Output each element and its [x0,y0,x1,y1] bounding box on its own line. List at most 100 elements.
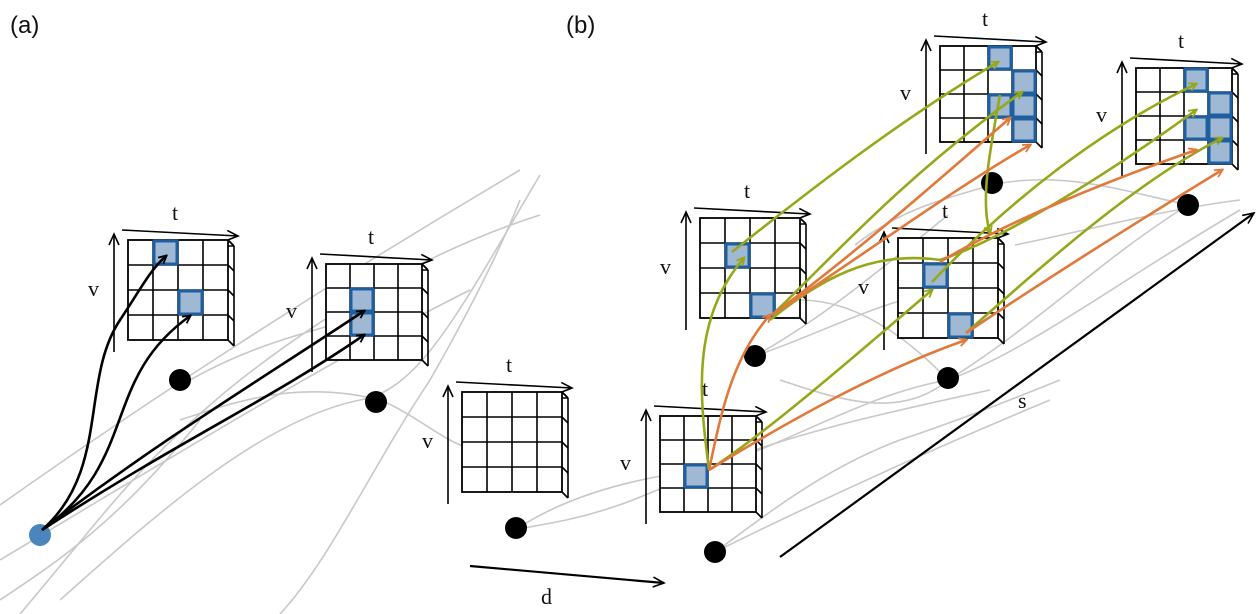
grid-vertical-label: v [286,298,297,323]
background-trajectory-21 [1014,199,1241,246]
background-trajectory-17 [947,204,1189,381]
background-trajectory-7 [279,199,521,614]
grid-time-axis-arrow [1129,57,1244,70]
sequence-axis-label: s [1018,388,1027,413]
grid-vertical-label: v [88,276,99,301]
grid-depth-side-edge [997,262,1005,270]
background-trajectory-16 [754,214,949,357]
panel-label-b: (b) [566,12,595,39]
connection-arrow [939,150,1196,264]
grid-depth-side-edge [421,359,429,367]
arrows-layer [41,62,1222,532]
highlighted-cell [1011,117,1037,143]
grid-time-axis-arrow [455,381,574,394]
grid-depth-top-edge [561,391,569,399]
connection-arrow [771,145,1030,317]
grid-depth-side-edge [755,511,763,519]
grid-depth-side-edge [755,463,763,471]
depth-axis-arrow [469,564,666,588]
grid-depth-top-edge [997,237,1005,245]
connection-arrow [41,311,364,532]
grid-depth-side-edge [227,289,235,297]
grid-b1 [640,405,768,524]
connection-arrow [41,335,364,532]
highlighted-cell [947,312,974,339]
grid-time-axis-arrow [319,253,434,266]
grid-depth-side-edge [561,441,569,449]
nodes-layer [29,172,1199,563]
background-trajectory-22 [799,299,949,381]
connection-arrow [41,316,190,532]
grid-depth-side-edge [997,312,1005,320]
grid-time-label: t [702,376,708,401]
connection-arrow [965,170,1222,335]
grid-depth-side-edge [1231,91,1239,99]
grid-time-label: t [942,198,948,223]
connection-arrow [708,290,932,472]
connection-arrow [707,315,770,471]
grid-depth-side-edge [997,337,1005,345]
grid-depth-side-edge [799,267,807,275]
grid-depth-side-edge [755,487,763,495]
grid-depth-side-edge [799,317,807,325]
grid-depth-side-edge [227,314,235,322]
trajectory-node [704,541,726,563]
grid-depth-top-edge [1231,67,1239,75]
background-trajectory-3 [19,214,541,614]
highlighted-cell [1183,115,1209,141]
grid-depth-top-edge [755,415,763,423]
grid-time-axis-arrow [693,207,812,220]
connection-arrow [731,62,998,254]
highlighted-cell [749,292,776,319]
background-trajectory-23 [779,379,949,404]
grid-time-label: t [744,178,750,203]
grid-depth-side-edge [421,311,429,319]
grid-depth-side-edge [421,335,429,343]
highlighted-cell [1207,115,1233,141]
grid-vertical-label: v [620,450,631,475]
highlighted-cell [1011,69,1037,95]
grid-b3 [878,227,1010,350]
grid-depth-side-edge [1231,139,1239,147]
grid-depth-side-edge [1035,117,1043,125]
grid-depth-top-edge [799,217,807,225]
grid-depth-side-edge [1035,141,1043,149]
grid-a1 [108,229,240,352]
grid-depth-side-edge [1035,69,1043,77]
connection-arrow [771,92,1022,316]
grid-depth-side-edge [561,466,569,474]
trajectory-node [365,391,387,413]
grid-labels-layer: t v t v t v t v t v t v t v t v [88,6,1184,475]
grid-b2 [680,207,812,330]
grid-vertical-label: v [858,274,869,299]
grid-b5 [1116,57,1244,176]
panel-label-a: (a) [10,12,39,39]
grid-depth-side-edge [1035,93,1043,101]
grid-depth-side-edge [421,287,429,295]
trajectory-node [169,369,191,391]
background-trajectory-5 [59,174,541,601]
grid-time-label: t [172,200,178,225]
background-trajectories [0,169,1241,614]
grid-depth-side-edge [799,242,807,250]
background-trajectory-19 [991,178,1189,206]
grid-depth-side-edge [1231,163,1239,171]
trajectory-node [981,172,1003,194]
background-trajectory-11 [714,379,1061,553]
background-trajectory-20 [854,184,993,246]
grid-depth-side-edge [561,491,569,499]
grid-time-label: t [506,352,512,377]
grid-vertical-label: v [660,254,671,279]
sequence-axis-arrow [779,211,1256,558]
grid-vertical-label: v [1096,102,1107,127]
highlighted-cell [683,463,709,489]
depth-axis-label: d [541,584,552,609]
grid-depth-top-edge [1035,45,1043,53]
trajectory-node [937,367,959,389]
grid-depth-side-edge [227,339,235,347]
highlighted-cell [152,239,179,266]
connection-arrow [986,94,1002,233]
grid-time-label: t [1178,28,1184,53]
highlighted-cell [349,287,375,313]
grid-b-source [442,381,574,504]
